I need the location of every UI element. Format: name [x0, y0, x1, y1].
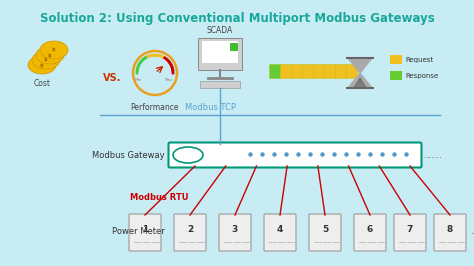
Bar: [202, 41, 238, 63]
Text: Performance: Performance: [131, 103, 179, 112]
Text: 2: 2: [187, 225, 193, 234]
Ellipse shape: [173, 147, 203, 163]
Text: Modbus RTU: Modbus RTU: [130, 193, 189, 202]
Text: Min: Min: [135, 78, 142, 82]
FancyBboxPatch shape: [219, 214, 251, 251]
Bar: [230, 43, 238, 51]
FancyBboxPatch shape: [264, 214, 296, 251]
Bar: [390, 71, 402, 80]
Text: ......: ......: [470, 227, 474, 236]
FancyBboxPatch shape: [281, 64, 292, 78]
Text: ...: ...: [422, 151, 430, 160]
Text: VS.: VS.: [103, 73, 121, 83]
Text: 6: 6: [367, 225, 373, 234]
FancyBboxPatch shape: [354, 214, 386, 251]
FancyBboxPatch shape: [174, 214, 206, 251]
FancyBboxPatch shape: [325, 64, 336, 78]
Text: $: $: [44, 57, 48, 63]
Ellipse shape: [28, 56, 56, 74]
Text: 3: 3: [232, 225, 238, 234]
Bar: [390, 55, 402, 64]
Text: Modbus TCP: Modbus TCP: [185, 103, 236, 112]
Ellipse shape: [36, 46, 64, 64]
Text: Power Meter: Power Meter: [112, 227, 165, 236]
FancyBboxPatch shape: [270, 64, 281, 78]
Text: 1: 1: [142, 225, 148, 234]
Text: 7: 7: [407, 225, 413, 234]
Text: 5: 5: [322, 225, 328, 234]
Text: $: $: [48, 52, 52, 57]
Text: 4: 4: [277, 225, 283, 234]
Polygon shape: [348, 73, 372, 88]
Text: ......: ......: [426, 151, 442, 160]
FancyBboxPatch shape: [302, 64, 313, 78]
FancyBboxPatch shape: [336, 64, 346, 78]
Bar: [198, 38, 242, 70]
FancyBboxPatch shape: [394, 214, 426, 251]
FancyBboxPatch shape: [129, 214, 161, 251]
FancyBboxPatch shape: [292, 64, 302, 78]
FancyBboxPatch shape: [313, 64, 325, 78]
FancyBboxPatch shape: [434, 214, 466, 251]
Text: $: $: [52, 48, 56, 52]
FancyBboxPatch shape: [309, 214, 341, 251]
Text: Modbus Gateway: Modbus Gateway: [92, 151, 165, 160]
FancyBboxPatch shape: [168, 143, 421, 168]
Polygon shape: [354, 78, 366, 88]
Text: Response: Response: [405, 73, 438, 79]
Ellipse shape: [32, 51, 60, 69]
Text: Request: Request: [405, 57, 433, 63]
FancyBboxPatch shape: [346, 64, 357, 78]
Ellipse shape: [40, 41, 68, 59]
Bar: [200, 81, 240, 88]
Text: Solution 2: Using Conventional Multiport Modbus Gateways: Solution 2: Using Conventional Multiport…: [40, 12, 434, 25]
Text: $: $: [40, 63, 44, 68]
Polygon shape: [348, 58, 372, 73]
Text: Cost: Cost: [34, 79, 51, 88]
Text: SCADA: SCADA: [207, 26, 233, 35]
Text: Max: Max: [165, 78, 173, 82]
Text: 8: 8: [447, 225, 453, 234]
